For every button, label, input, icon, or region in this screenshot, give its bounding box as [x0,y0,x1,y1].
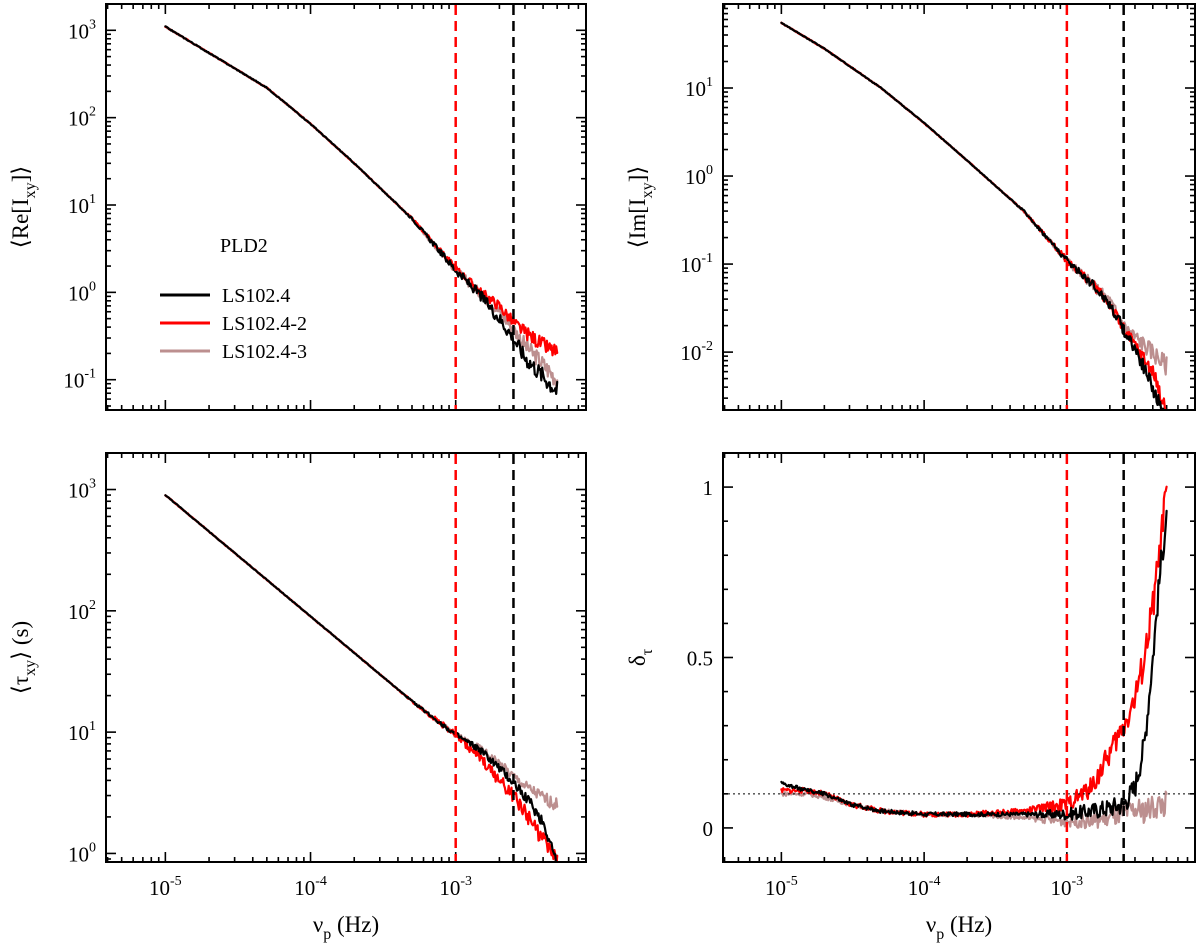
series-ls102-4 [780,21,1165,410]
series-ls102-4-2 [164,494,559,862]
series-ls102-4-2 [780,485,1168,818]
x-tick-label: 10-3 [1051,874,1084,900]
y-tick-label: 101 [685,75,713,101]
plot-frame [722,452,1196,863]
y-tick-label: 1 [703,476,714,500]
y-tick-label: 102 [68,598,96,624]
y-tick-label: 102 [68,105,96,131]
y-axis-label: ⟨Re[Ixy]⟩ [8,166,39,248]
legend: PLD2 LS102.4 LS102.4-2 LS102.4-3 [160,235,307,363]
series-ls102-4-2 [780,21,1167,410]
x-tick-label: 10-3 [439,874,472,900]
y-tick-label: 101 [68,719,96,745]
y-tick-label: 103 [68,477,96,503]
plot-frame [105,3,587,411]
legend-label: LS102.4-3 [222,341,307,363]
panel-delta-tau: 0 0.5 1 10-5 10-4 10-3 δτ νp (Hz) [625,452,1196,943]
y-tick-label: 101 [68,192,96,218]
y-tick-label: 10-2 [680,339,713,365]
y-axis-label: ⟨Im[Ixy]⟩ [625,166,656,248]
legend-label: LS102.4 [222,285,290,307]
legend-title: PLD2 [220,235,268,257]
y-tick-label: 0.5 [687,647,713,671]
series-ls102-4-3 [164,494,559,811]
y-axis-label: ⟨τxy⟩ (s) [8,621,39,694]
y-tick-label: 100 [685,163,713,189]
x-tick-label: 10-5 [149,874,182,900]
series-ls102-4 [164,494,557,862]
x-axis-label: νp (Hz) [926,912,992,943]
y-tick-label: 10-1 [680,251,713,277]
legend-label: LS102.4-2 [222,313,307,335]
y-tick-label: 0 [703,817,714,841]
y-tick-label: 100 [68,279,96,305]
plot-frame [722,3,1196,411]
series-ls102-4-3 [780,21,1168,376]
y-tick-label: 100 [68,840,96,866]
y-axis-label: δτ [625,648,656,666]
panel-re-ixy: 10-1 100 101 102 103 ⟨Re[Ixy]⟩ PLD2 LS102.4 LS10… [8,3,587,411]
x-tick-label: 10-4 [908,874,941,900]
panel-tau-xy: 100 101 102 103 10-5 10-4 10-3 ⟨τxy⟩ (s) νp (Hz) [8,452,587,943]
plot-frame [105,452,587,863]
series-ls102-4 [780,509,1168,821]
y-tick-label: 10-1 [63,367,96,393]
y-tick-label: 103 [68,17,96,43]
x-tick-label: 10-5 [765,874,798,900]
x-axis-label: νp (Hz) [313,912,379,943]
series-ls102-4 [164,25,559,395]
x-tick-label: 10-4 [294,874,327,900]
panel-im-ixy: 10-2 10-1 100 101 ⟨Im[Ixy]⟩ [625,3,1196,411]
